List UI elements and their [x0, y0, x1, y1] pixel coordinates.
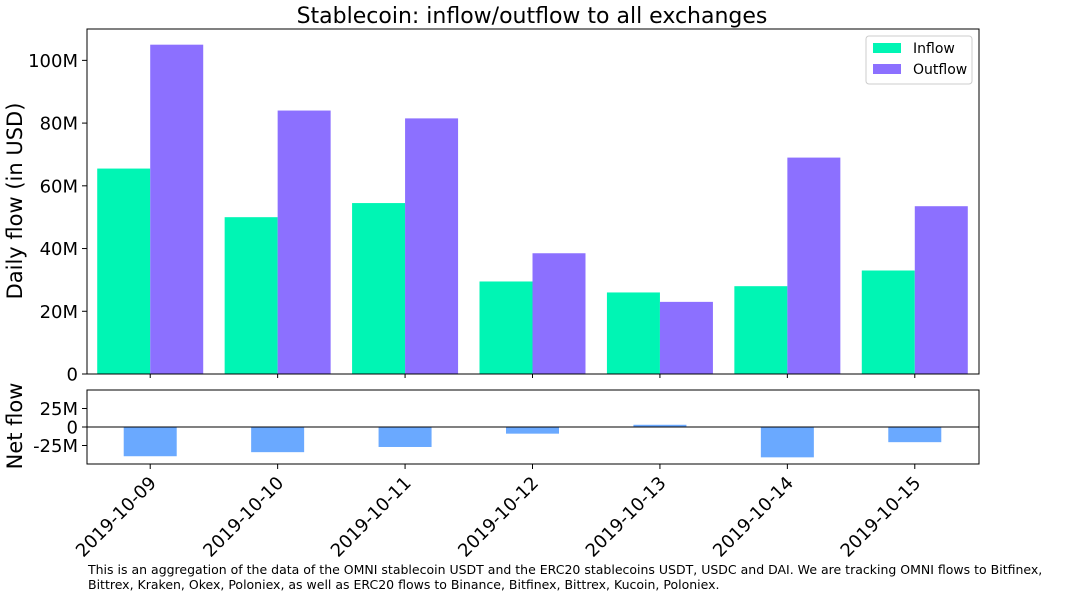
x-tick-label: 2019-10-10: [199, 473, 288, 560]
net-flow-bar: [378, 427, 432, 447]
x-tick-label: 2019-10-09: [72, 473, 161, 560]
x-tick-label: 2019-10-15: [837, 473, 926, 560]
net-y-tick-label: 0: [67, 418, 78, 439]
outflow-bar: [787, 157, 841, 374]
y-axis-label: Daily flow (in USD): [3, 103, 27, 300]
net-flow-bar: [506, 427, 559, 434]
legend-label: Outflow: [913, 62, 967, 78]
y-tick-label: 100M: [28, 51, 78, 72]
inflow-bar: [734, 286, 788, 374]
y-tick-label: 0: [67, 365, 78, 386]
net-y-tick-label: -25M: [33, 436, 78, 457]
inflow-bar: [861, 270, 915, 374]
x-tick-label: 2019-10-14: [709, 473, 798, 560]
inflow-bar: [479, 281, 533, 374]
chart-title: Stablecoin: inflow/outflow to all exchan…: [297, 4, 768, 29]
inflow-bar: [606, 292, 660, 374]
inflow-bar: [224, 217, 278, 374]
net-flow-bar: [760, 427, 814, 458]
main-plot-area: 0 20M 40M 60M 80M 100M: [28, 28, 980, 386]
net-flow-bar: [251, 427, 305, 453]
y-tick-label: 40M: [40, 239, 78, 260]
inflow-bar: [97, 168, 151, 374]
outflow-bar: [405, 118, 459, 375]
chart: Stablecoin: inflow/outflow to all exchan…: [3, 4, 980, 560]
x-tick-label: 2019-10-12: [454, 473, 543, 560]
y-tick-label: 80M: [40, 114, 78, 135]
net-y-tick-label: 25M: [40, 399, 78, 420]
net-flow-bar: [888, 427, 942, 443]
y-tick-label: 20M: [40, 302, 78, 323]
net-flow-axis-label: Net flow: [3, 383, 27, 470]
footnote: This is an aggregation of the data of th…: [88, 562, 1043, 592]
outflow-bar: [150, 44, 204, 374]
x-tick-label: 2019-10-13: [582, 473, 671, 560]
net-flow-bar: [633, 424, 687, 427]
outflow-bar: [659, 301, 713, 374]
net-flow-bar: [123, 427, 177, 457]
outflow-bar: [277, 110, 331, 374]
y-tick-label: 60M: [40, 176, 78, 197]
inflow-bar: [352, 203, 406, 374]
legend-swatch: [873, 43, 901, 53]
legend: Inflow Outflow: [865, 35, 973, 85]
outflow-bar: [914, 206, 968, 374]
x-tick-label: 2019-10-11: [327, 473, 416, 560]
legend-label: Inflow: [913, 41, 955, 57]
legend-swatch: [873, 64, 901, 74]
outflow-bar: [532, 253, 586, 374]
